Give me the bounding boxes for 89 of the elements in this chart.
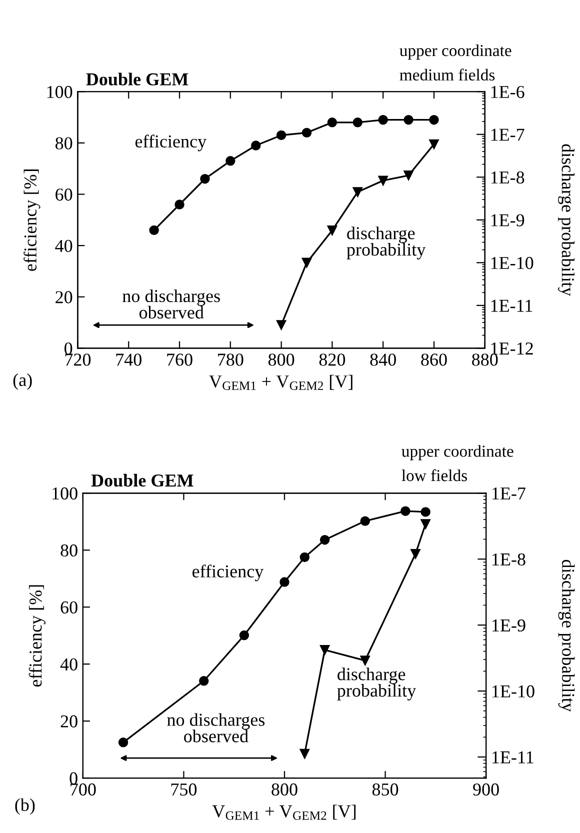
point <box>420 519 430 529</box>
y2-tick-label: 1E-12 <box>491 342 533 354</box>
y2-tick-label: 1E-10 <box>492 685 534 698</box>
y2-tick-label: 1E-7 <box>492 487 526 500</box>
annotation: discharge probability <box>346 226 426 260</box>
x-tick-label: 840 <box>370 354 396 366</box>
point <box>404 114 414 125</box>
x-tick-label: 800 <box>272 783 298 796</box>
x-tick-label: 900 <box>473 783 499 796</box>
x-tick-label: 720 <box>65 354 91 366</box>
point <box>378 176 388 186</box>
x-axis-title: V$_{GEM1}$ + V$_{GEM2}$ [V] <box>212 804 356 820</box>
text: (b) <box>15 798 35 815</box>
y-tick-label: 60 <box>56 188 72 201</box>
x-tick-label: 850 <box>372 783 398 796</box>
point <box>327 225 338 236</box>
y2-tick-label: 1E-6 <box>491 86 524 98</box>
x-tick-label: 800 <box>268 354 294 366</box>
chart-subtitle: upper coordinate low fields <box>402 445 514 482</box>
x-axis-title: V$_{GEM1}$ + V$_{GEM2}$ [V] <box>209 374 352 390</box>
point <box>320 534 330 545</box>
y-tick-label: 40 <box>60 658 78 671</box>
y2-tick-label: 1E-9 <box>491 214 524 226</box>
y-tick-label: 20 <box>56 291 72 304</box>
point <box>149 225 159 236</box>
point <box>300 552 310 562</box>
point <box>352 118 363 128</box>
annotation: efficiency <box>192 564 264 582</box>
y2-tick-label: 1E-9 <box>492 619 526 632</box>
chart-title: Double GEM <box>86 72 188 86</box>
point <box>302 258 312 268</box>
point <box>320 645 330 655</box>
point <box>429 139 439 150</box>
x-tick-label: 700 <box>70 783 96 796</box>
point <box>378 114 388 125</box>
point <box>174 200 184 210</box>
y-axis-title: efficiency [%] <box>28 585 46 687</box>
y2-axis-title: discharge probability <box>558 144 574 296</box>
y2-tick-label: 1E-8 <box>492 553 526 566</box>
x-tick-label: 750 <box>171 783 197 796</box>
chart-title: Double GEM <box>91 474 194 487</box>
point <box>400 506 410 516</box>
y-tick-label: 80 <box>55 137 72 150</box>
y-tick-label: 0 <box>70 772 78 784</box>
x-tick-label: 820 <box>319 354 346 366</box>
point <box>280 577 290 587</box>
point <box>276 130 286 140</box>
point <box>118 738 128 748</box>
point <box>360 656 370 666</box>
point <box>429 114 439 125</box>
point <box>404 170 414 180</box>
point <box>226 156 236 166</box>
y-tick-label: 20 <box>60 715 78 728</box>
chart-subtitle: upper coordinate medium fields <box>400 44 512 81</box>
y2-axis-title: discharge probability <box>558 560 575 712</box>
annotation: efficiency <box>135 134 207 152</box>
point <box>239 630 250 640</box>
annotation: discharge probability <box>337 668 416 700</box>
y-tick-label: 40 <box>55 240 72 252</box>
y-tick-label: 100 <box>52 487 78 500</box>
point <box>302 128 312 138</box>
x-tick-label: 740 <box>116 354 142 366</box>
x-tick-label: 880 <box>472 354 498 366</box>
text: (a) <box>13 373 32 390</box>
annotation: no discharges observed <box>122 289 220 319</box>
point <box>410 549 420 559</box>
point <box>327 118 338 128</box>
y2-tick-label: 1E-8 <box>491 171 524 184</box>
point <box>250 140 261 150</box>
point <box>199 676 209 686</box>
y2-tick-label: 1E-11 <box>492 751 534 764</box>
y2-tick-label: 1E-11 <box>491 300 532 312</box>
y2-tick-label: 1E-7 <box>491 128 524 141</box>
point <box>352 187 363 197</box>
x-tick-label: 780 <box>218 354 244 366</box>
y-tick-label: 0 <box>64 342 72 355</box>
y-axis-title: efficiency [%] <box>24 170 40 271</box>
y-tick-label: 60 <box>60 601 78 614</box>
point <box>276 320 286 330</box>
y2-tick-label: 1E-10 <box>491 256 534 270</box>
y-tick-label: 80 <box>60 544 78 557</box>
point <box>300 748 310 759</box>
x-tick-label: 760 <box>167 354 192 366</box>
point <box>360 516 370 526</box>
x-tick-label: 860 <box>421 354 447 366</box>
point <box>420 507 430 517</box>
y-tick-label: 100 <box>47 86 72 98</box>
annotation: no discharges observed <box>167 713 265 742</box>
point <box>200 174 210 184</box>
